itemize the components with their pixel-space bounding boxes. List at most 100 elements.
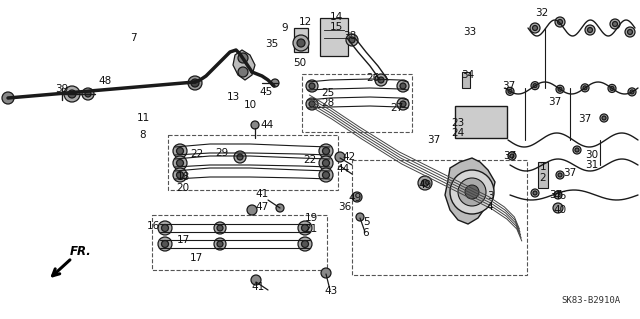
Text: 3: 3: [486, 191, 493, 201]
Circle shape: [400, 101, 406, 107]
FancyBboxPatch shape: [455, 106, 507, 138]
Circle shape: [321, 268, 331, 278]
Text: 37: 37: [504, 151, 516, 161]
Text: 16: 16: [147, 221, 159, 231]
Circle shape: [533, 84, 537, 88]
Polygon shape: [445, 158, 495, 224]
Circle shape: [309, 83, 315, 89]
Circle shape: [247, 205, 257, 215]
Text: 30: 30: [586, 150, 598, 160]
Text: 25: 25: [321, 88, 335, 98]
Circle shape: [531, 189, 539, 197]
Circle shape: [319, 156, 333, 170]
Circle shape: [188, 76, 202, 90]
Text: 37: 37: [502, 81, 516, 91]
Text: 37: 37: [549, 190, 563, 200]
Text: 15: 15: [330, 22, 342, 32]
Circle shape: [610, 86, 614, 90]
Circle shape: [335, 152, 345, 162]
Text: 12: 12: [298, 17, 312, 27]
Circle shape: [298, 221, 312, 235]
Circle shape: [161, 225, 168, 232]
Circle shape: [251, 121, 259, 129]
Polygon shape: [233, 50, 255, 80]
Text: 7: 7: [130, 33, 136, 43]
Circle shape: [297, 39, 305, 47]
Text: 37: 37: [428, 135, 440, 145]
Circle shape: [323, 172, 330, 179]
Text: 2: 2: [540, 173, 547, 183]
Circle shape: [301, 225, 308, 232]
Text: 26: 26: [366, 73, 380, 83]
Text: 20: 20: [177, 183, 189, 193]
Text: 24: 24: [451, 128, 465, 138]
Circle shape: [64, 86, 80, 102]
Circle shape: [217, 225, 223, 231]
Text: 34: 34: [461, 70, 475, 80]
Circle shape: [177, 160, 184, 167]
Circle shape: [400, 83, 406, 89]
Text: 50: 50: [293, 58, 307, 68]
Circle shape: [323, 147, 330, 154]
Circle shape: [319, 168, 333, 182]
Circle shape: [298, 237, 312, 251]
Circle shape: [608, 85, 616, 93]
Text: 33: 33: [463, 27, 477, 37]
Circle shape: [251, 275, 261, 285]
Circle shape: [612, 21, 618, 26]
Circle shape: [306, 80, 318, 92]
Circle shape: [82, 88, 94, 100]
Text: 21: 21: [305, 224, 317, 234]
Text: 19: 19: [305, 213, 317, 223]
Text: 40: 40: [554, 205, 566, 215]
Circle shape: [458, 178, 486, 206]
Circle shape: [276, 204, 284, 212]
Circle shape: [610, 19, 620, 29]
Circle shape: [173, 144, 187, 158]
Circle shape: [530, 23, 540, 33]
Circle shape: [346, 34, 358, 46]
Text: 17: 17: [177, 235, 189, 245]
Circle shape: [583, 86, 587, 90]
Text: SK83-B2910A: SK83-B2910A: [561, 296, 620, 305]
Text: 44: 44: [337, 164, 349, 174]
Text: 49: 49: [419, 180, 431, 190]
Circle shape: [627, 29, 632, 34]
Circle shape: [554, 191, 562, 199]
Circle shape: [558, 173, 562, 177]
Circle shape: [2, 92, 14, 104]
Circle shape: [173, 156, 187, 170]
Text: 36: 36: [339, 202, 351, 212]
Circle shape: [573, 146, 581, 154]
Text: 10: 10: [243, 100, 257, 110]
Circle shape: [234, 151, 246, 163]
Text: 22: 22: [303, 155, 317, 165]
Circle shape: [555, 17, 565, 27]
Circle shape: [508, 89, 512, 93]
Text: 37: 37: [579, 114, 591, 124]
Circle shape: [397, 98, 409, 110]
Circle shape: [158, 221, 172, 235]
Text: 17: 17: [189, 253, 203, 263]
Circle shape: [161, 241, 168, 248]
Text: 47: 47: [255, 202, 269, 212]
Circle shape: [319, 144, 333, 158]
Circle shape: [628, 88, 636, 96]
Text: 43: 43: [324, 286, 338, 296]
Text: 41: 41: [255, 189, 269, 199]
Circle shape: [531, 82, 539, 90]
Circle shape: [191, 79, 199, 87]
Circle shape: [553, 203, 563, 213]
Text: 18: 18: [177, 172, 189, 182]
Text: 35: 35: [266, 39, 278, 49]
Circle shape: [309, 101, 315, 107]
Circle shape: [177, 147, 184, 154]
Text: FR.: FR.: [70, 245, 92, 258]
Circle shape: [630, 90, 634, 94]
Text: 23: 23: [451, 118, 465, 128]
Circle shape: [465, 185, 479, 199]
Circle shape: [556, 171, 564, 179]
Circle shape: [378, 77, 384, 83]
Text: 37: 37: [548, 97, 562, 107]
Text: 49: 49: [348, 193, 362, 203]
